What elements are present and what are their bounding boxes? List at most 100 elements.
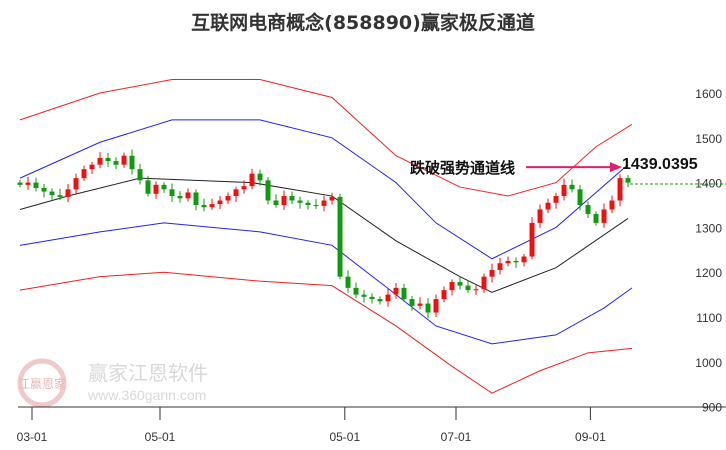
candle-body <box>321 200 327 206</box>
candle-body <box>569 184 575 190</box>
candle-body <box>145 180 151 194</box>
x-tick-label: 03-01 <box>17 430 48 444</box>
candle-body <box>41 187 47 192</box>
channel-lower-red <box>19 271 633 394</box>
candle-body <box>425 303 431 313</box>
candle-body <box>233 189 239 197</box>
candle-body <box>449 282 455 291</box>
candle-body <box>497 263 503 270</box>
candle-body <box>521 256 527 263</box>
candle-body <box>537 209 543 223</box>
y-tick-label: 1100 <box>696 311 722 325</box>
candle-body <box>513 261 519 263</box>
candle-body <box>153 184 159 194</box>
candle-body <box>33 182 39 188</box>
candle-body <box>505 261 511 264</box>
candle-body <box>161 184 167 190</box>
annotation-arrowhead <box>610 162 622 173</box>
candle-body <box>73 178 79 190</box>
candle-body <box>89 164 95 170</box>
candle-body <box>577 189 583 205</box>
x-tick-label: 05-01 <box>145 430 176 444</box>
candle-body <box>353 287 359 295</box>
candle-body <box>441 290 447 300</box>
candle-body <box>593 213 599 223</box>
candle-body <box>49 191 55 196</box>
candle-body <box>361 294 367 297</box>
watermark-logo <box>17 358 67 408</box>
candle-body <box>289 196 295 201</box>
x-tick-label: 09-01 <box>575 430 606 444</box>
candle-body <box>121 155 127 165</box>
channel-upper-blue <box>19 119 629 260</box>
candle-body <box>265 180 271 201</box>
candle-body <box>473 289 479 291</box>
candle-body <box>113 161 119 165</box>
y-tick-label: 1600 <box>695 87 722 101</box>
candle-body <box>345 276 351 288</box>
candle-body <box>217 200 223 205</box>
candle-body <box>241 186 247 190</box>
candle-body <box>409 299 415 306</box>
candle-body <box>225 196 231 201</box>
candle-body <box>601 209 607 223</box>
candle-body <box>169 189 175 197</box>
candle-body <box>177 196 183 199</box>
y-tick-label: 1000 <box>695 356 722 370</box>
candle-body <box>377 299 383 302</box>
candle-body <box>249 173 255 187</box>
candle-body <box>401 287 407 300</box>
candle-body <box>97 157 103 165</box>
watermark-url: www.360gann.com <box>87 387 206 403</box>
x-tick-label: 07-01 <box>441 430 472 444</box>
candle-body <box>585 205 591 214</box>
candle-body <box>393 287 399 295</box>
candle-body <box>385 294 391 302</box>
watermark-logo-text: 江赢恩家 <box>18 376 66 391</box>
candle-body <box>57 195 63 197</box>
candle-body <box>433 299 439 313</box>
candle-body <box>545 202 551 210</box>
candle-body <box>313 205 319 206</box>
candle-body <box>305 202 311 205</box>
channel-lower-blue <box>19 222 633 345</box>
watermark-name: 赢家江恩软件 <box>88 361 208 385</box>
candle-body <box>209 204 215 208</box>
annotation-value: 1439.0395 <box>622 156 698 173</box>
chart-title: 互联网电商概念(858890)赢家极反通道 <box>191 12 535 34</box>
candle-body <box>281 196 287 205</box>
y-tick-label: 1300 <box>695 221 722 235</box>
candle-body <box>137 169 143 181</box>
candle-body <box>201 205 207 208</box>
candle-body <box>25 182 31 185</box>
candle-body <box>553 196 559 203</box>
candle-body <box>81 169 87 179</box>
y-tick-label: 1400 <box>695 177 722 191</box>
candle-body <box>65 189 71 197</box>
candle-body <box>129 155 135 170</box>
x-tick-label: 05-01 <box>329 430 360 444</box>
candle-body <box>105 157 111 162</box>
candle-body <box>609 200 615 210</box>
candle-body <box>369 296 375 300</box>
channel-upper-red <box>19 79 633 197</box>
candle-body <box>17 182 23 185</box>
channel-middle <box>19 177 629 293</box>
candle-body <box>273 200 279 205</box>
candle-body <box>257 173 263 181</box>
candle-body <box>337 196 343 277</box>
candle-body <box>529 222 535 257</box>
candle-body <box>329 196 335 201</box>
candle-body <box>457 282 463 286</box>
y-tick-label: 900 <box>702 401 722 415</box>
candle-body <box>417 303 423 306</box>
candle-body <box>561 184 567 197</box>
candle-body <box>465 285 471 291</box>
y-tick-label: 1200 <box>695 266 722 280</box>
candle-body <box>617 178 623 201</box>
annotation-text: 跌破强势通道线 <box>410 159 515 177</box>
candle-body <box>185 192 191 199</box>
candle-body <box>481 276 487 290</box>
